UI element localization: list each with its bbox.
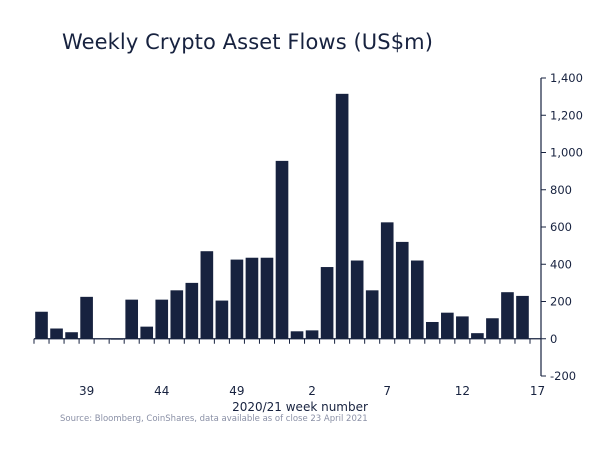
bar-21 [350,260,364,339]
bar-13 [230,259,244,339]
bar-31 [501,292,514,339]
bar-3 [80,296,93,339]
bar-23 [380,222,394,339]
bar-22 [365,290,379,339]
bar-19 [320,267,334,339]
y-tick-label: 200 [550,295,572,309]
y-tick-label: 1,000 [550,146,583,160]
x-tick-label: 44 [154,384,169,398]
bar-27 [441,312,454,339]
bar-24 [395,241,409,339]
x-tick-label: 17 [530,384,545,398]
bar-1 [50,328,63,339]
bar-6 [125,299,139,339]
bar-29 [471,333,484,339]
bars-group [35,93,529,340]
x-tick-label: 12 [455,384,470,398]
bar-28 [456,316,469,339]
y-tick-label: 400 [550,257,572,271]
bar-16 [275,160,289,339]
bar-20 [335,93,349,339]
x-tick-label: 2 [308,384,316,398]
chart-title: Weekly Crypto Asset Flows (US$m) [62,30,434,54]
bar-7 [140,326,154,339]
bar-25 [410,260,424,339]
y-tick-label: 0 [550,332,557,346]
x-tick-label: 49 [229,384,244,398]
bar-32 [516,295,529,339]
y-axis: -200 0 200 400 600 800 1,000 1,200 1,400 [540,71,583,383]
bar-30 [486,318,499,339]
y-tick-label: 1,400 [550,71,583,85]
bar-12 [215,300,229,339]
y-tick-label: 800 [550,183,572,197]
bar-10 [185,282,199,339]
bar-26 [425,321,439,339]
bar-15 [260,257,274,339]
x-tick-label: 7 [383,384,391,398]
x-axis-label: 2020/21 week number [232,400,368,414]
bar-11 [200,251,214,339]
bar-2 [65,332,78,339]
y-tick-label: 600 [550,220,572,234]
bar-17 [290,331,304,339]
bar-0 [35,311,48,339]
bar-9 [170,290,184,339]
bar-8 [155,299,169,339]
y-tick-label: -200 [550,369,576,383]
y-tick-label: 1,200 [550,108,583,122]
source-note: Source: Bloomberg, CoinShares, data avai… [60,414,368,424]
x-tick-label: 39 [79,384,94,398]
bar-14 [245,257,259,339]
bar-18 [305,330,319,339]
x-axis: 39 44 49 2 7 12 17 [33,338,545,398]
